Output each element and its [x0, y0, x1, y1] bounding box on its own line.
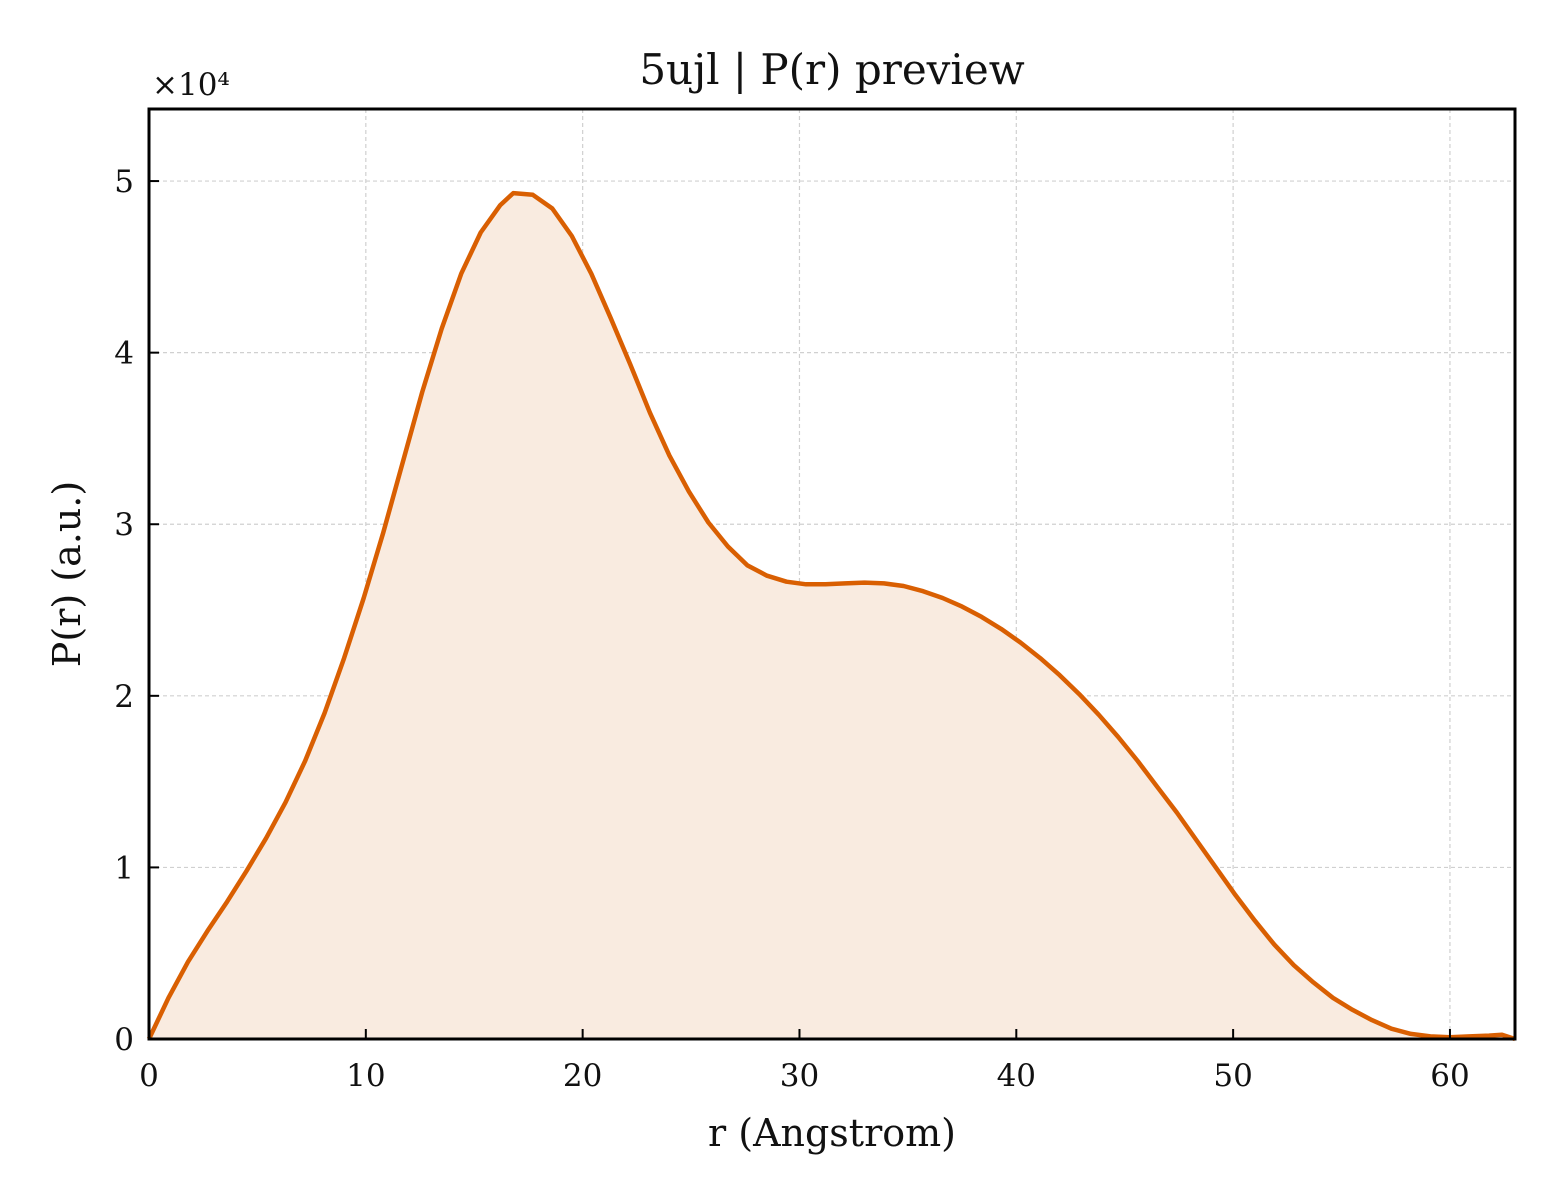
plot-frame [147, 107, 1517, 1041]
chart-title: 5ujl | P(r) preview [639, 45, 1024, 94]
y-scale-multiplier: ×10⁴ [152, 67, 230, 103]
y-tick-label: 3 [114, 507, 134, 543]
y-tick-label: 0 [114, 1022, 134, 1058]
pr-area-fill [149, 193, 1515, 1040]
x-axis-label: r (Angstrom) [708, 1111, 956, 1155]
x-tick-label: 60 [1430, 1058, 1469, 1094]
pr-curve [146, 190, 1516, 1042]
x-tick-label: 50 [1213, 1058, 1252, 1094]
x-tick-label: 30 [780, 1058, 819, 1094]
x-tick-label: 20 [563, 1058, 602, 1094]
y-tick-label: 2 [114, 679, 134, 715]
x-tick-label: 0 [139, 1058, 159, 1094]
y-axis-label: P(r) (a.u.) [45, 481, 89, 667]
y-tick-label: 1 [114, 850, 134, 886]
x-tick-label: 40 [997, 1058, 1036, 1094]
x-tick-label: 10 [346, 1058, 385, 1094]
y-tick-label: 5 [114, 164, 134, 200]
axis-ticks: 0 10 20 30 40 50 60 0 1 2 3 4 5 [114, 164, 1469, 1094]
y-tick-label: 4 [114, 336, 134, 372]
